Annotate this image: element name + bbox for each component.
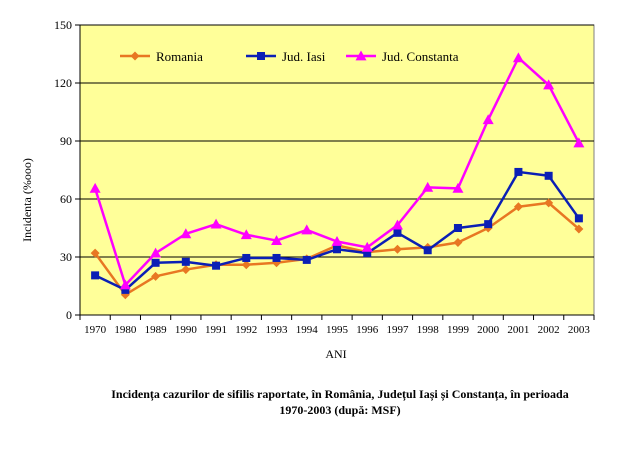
legend-marker bbox=[257, 52, 265, 60]
data-point bbox=[119, 279, 131, 290]
data-point bbox=[181, 265, 191, 275]
x-tick-label: 1995 bbox=[326, 324, 349, 336]
data-point bbox=[151, 258, 160, 267]
data-point bbox=[150, 247, 162, 258]
legend-entry: Jud. Iasi bbox=[246, 49, 326, 64]
data-point bbox=[272, 253, 281, 262]
data-point bbox=[180, 228, 192, 239]
data-point bbox=[363, 249, 372, 258]
plot-background bbox=[79, 24, 595, 316]
data-point bbox=[391, 219, 403, 230]
plot-area bbox=[79, 24, 595, 316]
legend-label: Romania bbox=[156, 49, 203, 64]
x-tick-label: 2001 bbox=[507, 324, 529, 336]
series bbox=[89, 52, 585, 300]
data-point bbox=[422, 181, 434, 192]
legend-label: Jud. Constanta bbox=[382, 49, 459, 64]
data-point bbox=[90, 248, 100, 258]
y-tick-label: 60 bbox=[60, 192, 72, 206]
x-tick-label: 1993 bbox=[266, 324, 289, 336]
legend-marker bbox=[355, 50, 367, 61]
legend-entry: Romania bbox=[120, 49, 203, 64]
x-tick-label: 1999 bbox=[447, 324, 470, 336]
data-point bbox=[514, 167, 523, 176]
data-point bbox=[484, 220, 493, 229]
data-point bbox=[121, 285, 130, 294]
x-tick-label: 2002 bbox=[538, 324, 560, 336]
x-tick-label: 1970 bbox=[84, 324, 107, 336]
legend-marker bbox=[130, 51, 140, 61]
data-point bbox=[212, 261, 221, 270]
y-tick-label: 0 bbox=[66, 308, 72, 322]
data-point bbox=[574, 214, 583, 223]
data-point bbox=[574, 224, 584, 234]
data-point bbox=[331, 236, 343, 246]
axes bbox=[79, 25, 594, 316]
data-point bbox=[271, 235, 283, 245]
data-point bbox=[393, 228, 402, 237]
data-point bbox=[361, 241, 373, 252]
data-point bbox=[91, 271, 100, 280]
data-point bbox=[453, 224, 462, 232]
data-point bbox=[573, 137, 585, 148]
series-jud-constanta bbox=[89, 52, 585, 290]
data-point bbox=[210, 218, 222, 229]
data-point bbox=[544, 198, 554, 208]
legend-entry: Jud. Constanta bbox=[346, 49, 459, 64]
x-tick-label: 1996 bbox=[356, 324, 379, 336]
x-axis-ticks: 1970 1980 1989 1990 1991 1992 1993 1994 1995 1996… bbox=[79, 315, 595, 336]
data-point bbox=[452, 182, 464, 193]
data-point bbox=[89, 182, 101, 193]
caption-line-1: Incidența cazurilor de sifilis raportate… bbox=[111, 387, 569, 401]
gridlines bbox=[80, 24, 594, 258]
data-point bbox=[453, 238, 463, 247]
x-tick-label: 1998 bbox=[417, 324, 440, 336]
legend-label: Jud. Iasi bbox=[282, 49, 326, 64]
y-tick-label: 120 bbox=[54, 76, 72, 90]
y-tick-label: 30 bbox=[60, 250, 72, 264]
data-point bbox=[241, 260, 251, 270]
x-tick-label: 1997 bbox=[386, 324, 409, 336]
data-point bbox=[392, 244, 402, 254]
x-axis-title: ANI bbox=[325, 347, 346, 361]
x-tick-label: 1980 bbox=[114, 324, 137, 336]
y-tick-label: 90 bbox=[60, 134, 72, 148]
x-tick-label: 1992 bbox=[235, 324, 257, 336]
caption-line-2: 1970-2003 (după: MSF) bbox=[279, 403, 401, 417]
figure-caption: Incidența cazurilor de sifilis raportate… bbox=[60, 386, 620, 418]
x-tick-label: 2000 bbox=[477, 324, 500, 336]
data-point bbox=[513, 202, 523, 212]
data-point bbox=[543, 79, 555, 90]
data-point bbox=[151, 271, 161, 281]
y-axis-ticks: 0 30 60 90 120 150 bbox=[54, 18, 80, 322]
y-tick-label: 150 bbox=[54, 18, 72, 32]
x-tick-label: 2003 bbox=[568, 324, 591, 336]
data-point bbox=[482, 114, 494, 125]
data-point bbox=[301, 224, 313, 235]
data-point bbox=[240, 229, 252, 240]
x-tick-label: 1994 bbox=[296, 324, 319, 336]
data-point bbox=[544, 171, 553, 180]
legend: Romania Jud. Iasi Jud. Constanta bbox=[120, 49, 459, 64]
x-tick-label: 1989 bbox=[145, 324, 168, 336]
series-jud-iasi bbox=[91, 167, 583, 294]
data-point bbox=[512, 52, 524, 63]
y-axis-title: Incidenta (%ooo) bbox=[20, 158, 34, 242]
x-tick-label: 1990 bbox=[175, 324, 198, 336]
data-point bbox=[423, 246, 432, 255]
data-point bbox=[242, 253, 251, 262]
data-point bbox=[181, 257, 190, 266]
data-point bbox=[333, 245, 341, 254]
x-tick-label: 1991 bbox=[205, 324, 227, 336]
data-point bbox=[302, 255, 311, 264]
